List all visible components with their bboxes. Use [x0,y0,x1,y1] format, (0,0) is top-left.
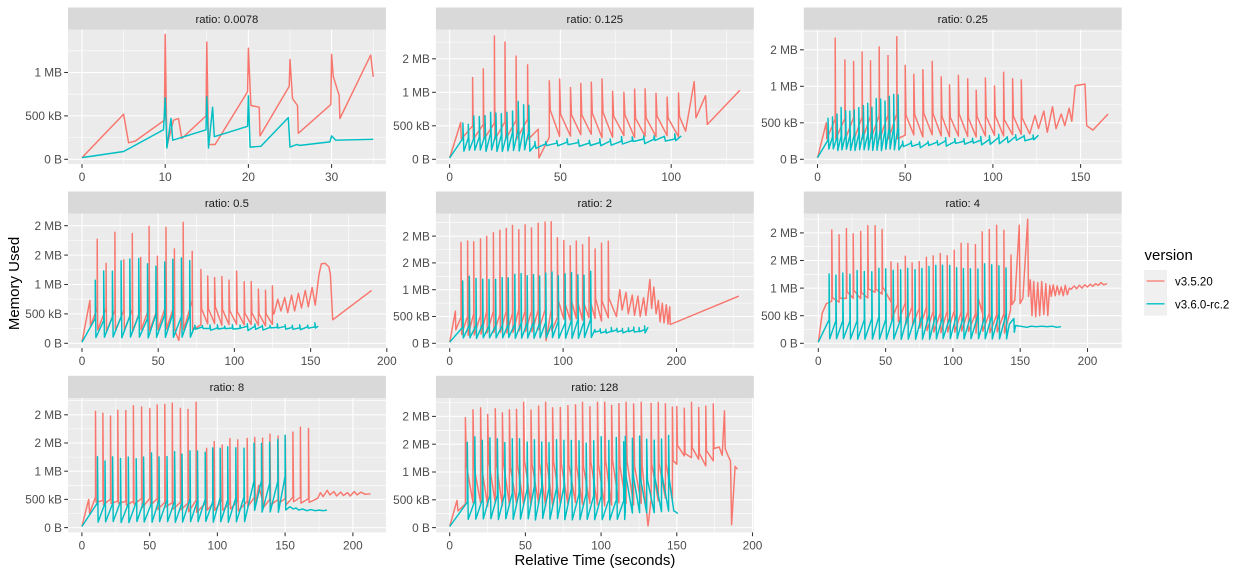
svg-text:ratio: 128: ratio: 128 [571,382,618,394]
svg-text:50: 50 [879,354,893,368]
svg-text:10: 10 [159,170,173,184]
svg-text:0: 0 [814,170,821,184]
svg-text:2 MB: 2 MB [770,226,798,240]
svg-text:Relative Time (seconds): Relative Time (seconds) [514,552,675,569]
svg-text:200: 200 [667,354,687,368]
svg-text:2 MB: 2 MB [402,52,430,66]
svg-text:0 B: 0 B [780,153,798,167]
svg-text:0: 0 [79,170,86,184]
svg-text:ratio: 8: ratio: 8 [210,382,245,394]
svg-text:version: version [1145,247,1193,264]
svg-text:0 B: 0 B [44,521,62,535]
svg-text:500 kB: 500 kB [25,109,62,123]
svg-text:0: 0 [815,354,822,368]
svg-text:50: 50 [143,538,157,552]
svg-text:2 MB: 2 MB [402,256,430,270]
svg-text:100: 100 [553,354,573,368]
svg-text:1 MB: 1 MB [770,281,798,295]
svg-text:0: 0 [79,538,86,552]
svg-text:1 MB: 1 MB [34,66,62,80]
svg-text:2 MB: 2 MB [34,248,62,262]
svg-text:100: 100 [983,170,1003,184]
svg-text:0 B: 0 B [412,521,430,535]
svg-text:1 MB: 1 MB [402,283,430,297]
svg-text:500 kB: 500 kB [761,309,798,323]
svg-text:2 MB: 2 MB [402,410,430,424]
svg-text:0: 0 [446,538,453,552]
svg-text:20: 20 [242,170,256,184]
svg-text:0 B: 0 B [780,337,798,351]
svg-text:ratio: 0.5: ratio: 0.5 [205,198,249,210]
svg-text:100: 100 [943,354,963,368]
svg-text:200: 200 [343,538,363,552]
svg-text:500 kB: 500 kB [393,119,430,133]
svg-text:150: 150 [1071,170,1091,184]
svg-text:200: 200 [1078,354,1098,368]
svg-text:Memory Used: Memory Used [6,237,23,330]
svg-text:0: 0 [446,170,453,184]
svg-text:2 MB: 2 MB [770,43,798,57]
svg-text:50: 50 [519,538,533,552]
svg-text:v3.6.0-rc.2: v3.6.0-rc.2 [1175,299,1229,311]
svg-text:100: 100 [661,170,681,184]
svg-text:ratio: 4: ratio: 4 [946,198,981,210]
svg-text:500 kB: 500 kB [761,116,798,130]
svg-text:500 kB: 500 kB [25,493,62,507]
svg-text:200: 200 [743,538,763,552]
svg-text:30: 30 [325,170,339,184]
svg-text:150: 150 [667,538,687,552]
svg-text:ratio: 0.25: ratio: 0.25 [938,14,988,26]
svg-text:0 B: 0 B [44,153,62,167]
svg-text:0: 0 [79,354,86,368]
svg-text:ratio: 2: ratio: 2 [578,198,613,210]
svg-text:v3.5.20: v3.5.20 [1175,277,1213,289]
svg-text:100: 100 [225,354,245,368]
svg-text:200: 200 [377,354,397,368]
svg-text:1 MB: 1 MB [34,464,62,478]
svg-text:500 kB: 500 kB [393,310,430,324]
svg-text:100: 100 [591,538,611,552]
svg-text:2 MB: 2 MB [402,229,430,243]
svg-text:150: 150 [275,538,295,552]
svg-text:2 MB: 2 MB [34,436,62,450]
svg-text:100: 100 [208,538,228,552]
svg-text:1 MB: 1 MB [770,80,798,94]
svg-text:ratio: 0.0078: ratio: 0.0078 [195,14,258,26]
svg-text:2 MB: 2 MB [770,254,798,268]
svg-text:1 MB: 1 MB [402,465,430,479]
svg-text:500 kB: 500 kB [25,307,62,321]
svg-text:150: 150 [1010,354,1030,368]
svg-text:0 B: 0 B [44,337,62,351]
svg-text:500 kB: 500 kB [393,493,430,507]
svg-text:150: 150 [301,354,321,368]
svg-text:1 MB: 1 MB [34,278,62,292]
svg-text:2 MB: 2 MB [34,408,62,422]
svg-text:0: 0 [446,354,453,368]
svg-text:2 MB: 2 MB [34,219,62,233]
svg-text:1 MB: 1 MB [402,86,430,100]
svg-text:0 B: 0 B [412,337,430,351]
svg-text:ratio: 0.125: ratio: 0.125 [567,14,624,26]
svg-text:50: 50 [899,170,913,184]
svg-text:50: 50 [152,354,166,368]
svg-text:50: 50 [554,170,568,184]
svg-text:0 B: 0 B [412,153,430,167]
svg-text:2 MB: 2 MB [402,437,430,451]
